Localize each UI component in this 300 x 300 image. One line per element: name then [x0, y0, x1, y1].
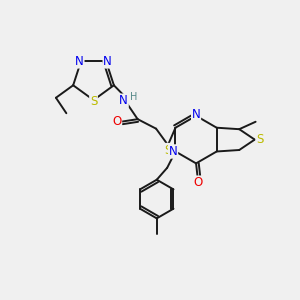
Text: S: S	[165, 144, 172, 157]
Text: N: N	[75, 55, 84, 68]
Text: S: S	[256, 133, 263, 146]
Text: O: O	[112, 115, 122, 128]
Text: N: N	[103, 55, 112, 68]
Text: N: N	[169, 145, 178, 158]
Text: N: N	[119, 94, 128, 107]
Text: O: O	[193, 176, 202, 189]
Text: N: N	[192, 108, 200, 121]
Text: S: S	[90, 95, 97, 108]
Text: H: H	[130, 92, 137, 102]
